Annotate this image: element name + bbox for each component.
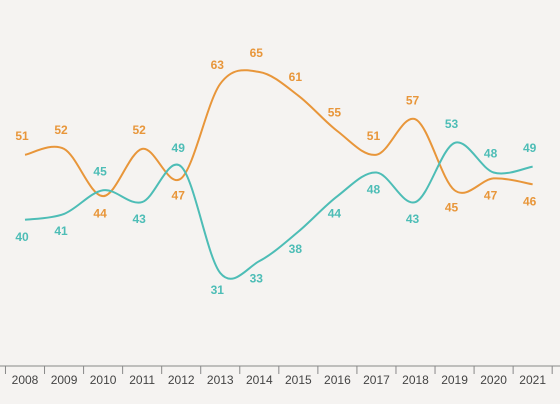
- x-tick-label: 2013: [207, 373, 234, 387]
- x-tick-label: 2016: [324, 373, 351, 387]
- data-label: 65: [250, 46, 264, 60]
- data-label: 44: [328, 206, 342, 220]
- data-label: 55: [328, 105, 342, 119]
- data-label: 46: [523, 194, 537, 208]
- x-tick-label: 2015: [285, 373, 312, 387]
- x-tick-label: 2017: [363, 373, 390, 387]
- data-label: 43: [132, 212, 146, 226]
- data-label: 53: [445, 117, 459, 131]
- x-tick-label: 2020: [480, 373, 507, 387]
- data-label: 63: [211, 58, 225, 72]
- data-label: 51: [15, 129, 29, 143]
- x-tick-label: 2012: [168, 373, 195, 387]
- data-label: 48: [484, 147, 498, 161]
- data-label: 47: [484, 189, 498, 203]
- data-label: 38: [289, 242, 303, 256]
- x-tick-label: 2010: [90, 373, 117, 387]
- x-tick-label: 2018: [402, 373, 429, 387]
- data-label: 57: [406, 93, 420, 107]
- data-label: 49: [523, 141, 537, 155]
- data-label: 52: [54, 123, 68, 137]
- x-tick-label: 2021: [519, 373, 546, 387]
- data-label: 61: [289, 70, 303, 84]
- data-label: 44: [93, 206, 107, 220]
- series-line: [24, 141, 533, 280]
- data-label: 47: [172, 189, 186, 203]
- x-tick-label: 2019: [441, 373, 468, 387]
- data-label: 41: [54, 224, 68, 238]
- data-label: 45: [93, 164, 107, 178]
- data-label: 48: [367, 183, 381, 197]
- data-label: 45: [445, 200, 459, 214]
- x-tick-label: 2009: [51, 373, 78, 387]
- x-tick-label: 2014: [246, 373, 273, 387]
- data-label: 51: [367, 129, 381, 143]
- data-label: 43: [406, 212, 420, 226]
- data-label: 49: [172, 141, 186, 155]
- data-label: 33: [250, 271, 264, 285]
- data-label: 52: [132, 123, 146, 137]
- data-label: 31: [211, 283, 225, 297]
- x-tick-label: 2011: [129, 373, 155, 387]
- data-label: 40: [15, 230, 29, 244]
- x-tick-label: 2008: [12, 373, 39, 387]
- series-line: [24, 69, 533, 198]
